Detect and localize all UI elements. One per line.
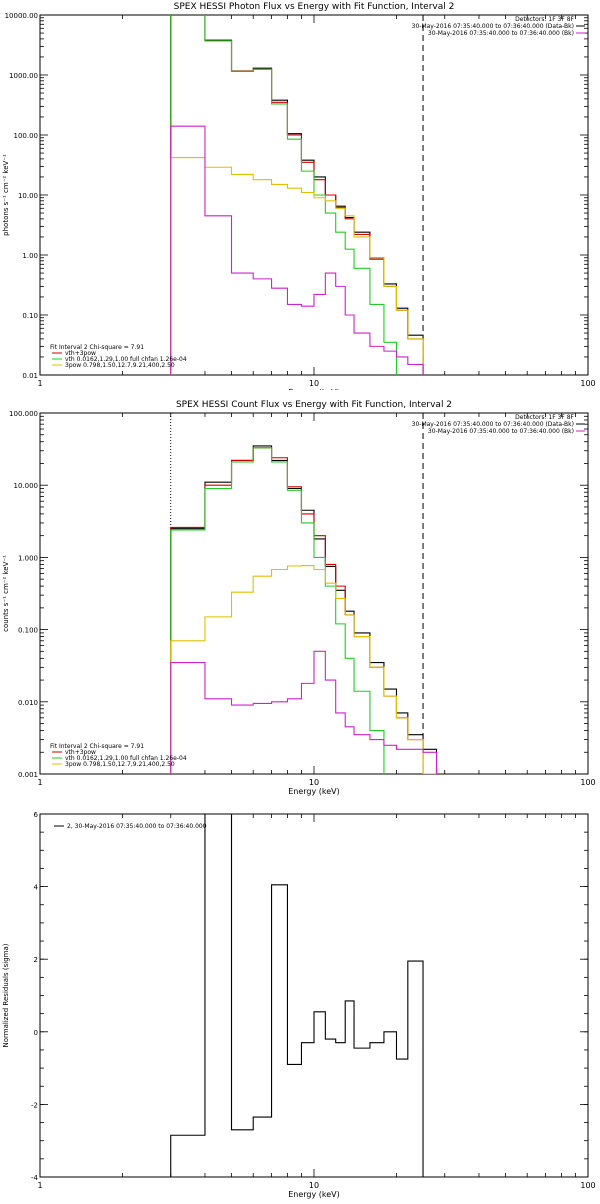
- x-tick-label: 10: [309, 778, 319, 787]
- y-tick-label: 10.000: [14, 482, 39, 490]
- x-tick-label: 1: [37, 778, 42, 787]
- x-tick-label: 100: [580, 379, 595, 388]
- y-tick-label: 4: [34, 884, 39, 892]
- y-tick-label: 10000.00: [5, 12, 38, 20]
- fit-legend-entry: vth+3pow: [65, 749, 96, 756]
- y-tick-label: -4: [31, 1174, 39, 1182]
- info-line-0: Detectors: 1F 3F 8F: [515, 414, 574, 421]
- residual-legend-entry: 2, 30-May-2016 07:35:40.000 to 07:36:40.…: [67, 823, 207, 830]
- info-line-1: 30-May-2016 07:35:40.000 to 07:36:40.000…: [412, 23, 574, 30]
- info-line-1: 30-May-2016 07:35:40.000 to 07:36:40.000…: [412, 421, 574, 428]
- y-tick-label: 0: [34, 1029, 38, 1037]
- series-3-step-line: [170, 565, 438, 774]
- residuals-panel: 1 10 100 Energy (keV) -4 -2 0 2 4 6 Normalized Res…: [0, 800, 600, 1200]
- x-axis-label: Energy (keV): [288, 787, 340, 796]
- y-tick-label: 1.000: [18, 554, 38, 562]
- fit-legend-entry: vth 0.0162,1.29,1.00 full chfan 1.26e-04: [65, 356, 187, 363]
- fit-legend-entry: vth+3pow: [65, 350, 96, 357]
- y-axis-label: Normalized Residuals (sigma): [2, 943, 10, 1047]
- series-3-step-line: [170, 157, 424, 375]
- y-tick-label: 0.100: [18, 627, 38, 635]
- y-tick-label: -2: [31, 1101, 38, 1109]
- series-4-step-line: [170, 125, 424, 375]
- chart-title: SPEX HESSI Count Flux vs Energy with Fit…: [176, 400, 452, 410]
- count-flux-chart: SPEX HESSI Count Flux vs Energy with Fit…: [2, 400, 596, 796]
- x-tick-label: 100: [580, 1181, 595, 1190]
- fit-legend-title: Fit Interval 2 Chi-square = 7.91: [50, 344, 144, 351]
- x-tick-label: 100: [580, 778, 595, 787]
- chart-title: SPEX HESSI Photon Flux vs Energy with Fi…: [174, 2, 455, 12]
- x-axis-label: Energy (keV): [288, 388, 340, 390]
- series-1-step-line: [170, 447, 438, 774]
- count-flux-panel: SPEX HESSI Count Flux vs Energy with Fit…: [0, 400, 600, 800]
- series-2-step-line: [170, 15, 398, 375]
- fit-legend-entry: 3pow 0.798,1.50,12.7,9.21,400,2.50: [65, 761, 175, 768]
- y-tick-label: 0.01: [22, 372, 38, 380]
- series-4-step-line: [170, 650, 438, 774]
- y-tick-label: 1.00: [22, 252, 38, 260]
- x-tick-label: 10: [309, 379, 319, 388]
- series-0-step-line: [170, 445, 438, 774]
- photon-flux-chart: SPEX HESSI Photon Flux vs Energy with Fi…: [2, 2, 596, 397]
- x-tick-label: 10: [309, 1181, 319, 1190]
- x-tick-label: 1: [37, 1181, 42, 1190]
- fit-legend-entry: vth 0.0162,1.29,1.00 full chfan 1.26e-04: [65, 755, 187, 762]
- series-0-step-line: [170, 814, 424, 1177]
- residuals-chart: 1 10 100 Energy (keV) -4 -2 0 2 4 6 Normalized Res…: [2, 811, 596, 1199]
- series-group: [170, 814, 424, 1177]
- y-tick-label: 2: [34, 956, 38, 964]
- series-group: [170, 15, 424, 375]
- y-axis-label: counts s⁻¹ cm⁻² keV⁻¹: [2, 555, 10, 632]
- fit-legend-entry: 3pow 0.798,1.50,12.7,9.21,400,2.50: [65, 362, 175, 369]
- y-tick-label: 6: [34, 811, 39, 819]
- info-line-0: Detectors: 1F 3F 8F: [515, 16, 574, 23]
- info-line-2: 30-May-2016 07:35:40.000 to 07:36:40.000…: [428, 30, 574, 37]
- series-group: [170, 445, 438, 774]
- series-1-step-line: [170, 15, 424, 375]
- fit-legend-title: Fit Interval 2 Chi-square = 7.91: [50, 743, 144, 750]
- y-tick-label: 1000.00: [9, 72, 38, 80]
- y-tick-label: 10.00: [18, 192, 38, 200]
- x-tick-label: 1: [37, 379, 42, 388]
- photon-flux-panel: SPEX HESSI Photon Flux vs Energy with Fi…: [0, 0, 600, 397]
- x-axis-label: Energy (keV): [288, 1190, 340, 1199]
- series-0-step-line: [170, 15, 424, 375]
- plot-frame: [39, 813, 589, 1178]
- plot-frame: [39, 412, 589, 775]
- y-axis-label: photons s⁻¹ cm⁻² keV⁻¹: [2, 154, 10, 236]
- y-tick-label: 0.001: [18, 771, 38, 779]
- y-tick-label: 0.010: [18, 699, 38, 707]
- y-tick-label: 100.000: [9, 410, 38, 418]
- y-tick-label: 0.10: [22, 312, 38, 320]
- info-line-2: 30-May-2016 07:35:40.000 to 07:36:40.000…: [428, 428, 574, 435]
- series-2-step-line: [170, 447, 385, 774]
- y-tick-label: 100.00: [14, 132, 39, 140]
